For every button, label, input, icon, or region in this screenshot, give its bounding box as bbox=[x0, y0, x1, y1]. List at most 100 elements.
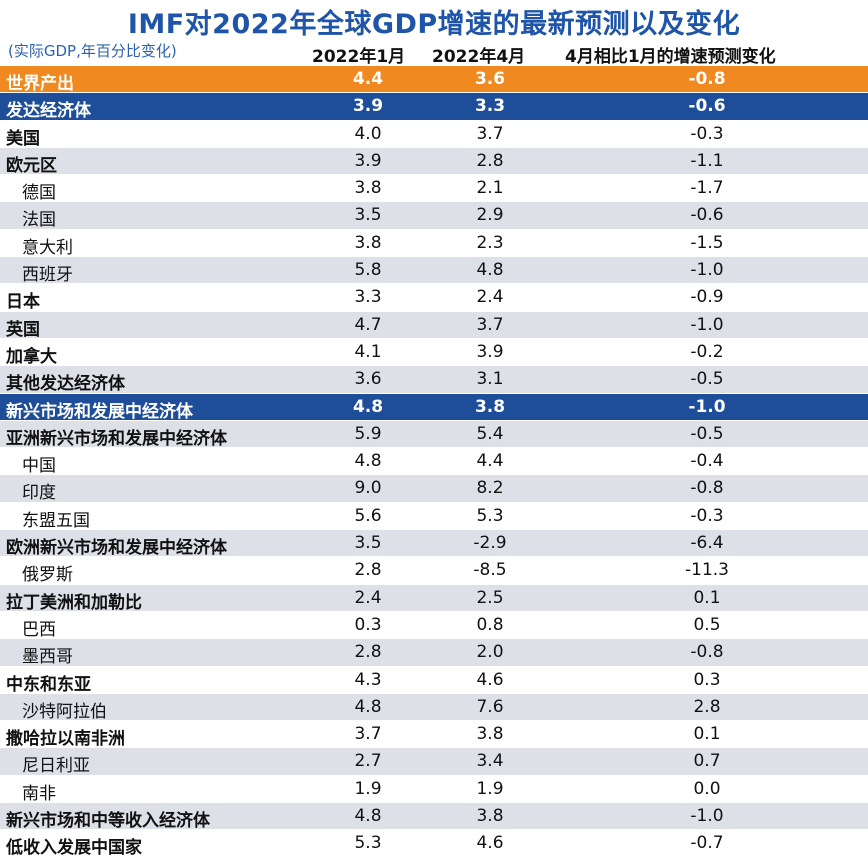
table-row: 撒哈拉以南非洲 3.7 3.8 0.1 bbox=[0, 721, 868, 750]
row-label: 法国 bbox=[22, 210, 56, 231]
row-label: 中国 bbox=[22, 456, 56, 477]
row-label: 意大利 bbox=[22, 237, 73, 258]
value-jan: 4.3 bbox=[354, 669, 382, 690]
row-label: 印度 bbox=[22, 483, 56, 504]
value-change: -6.4 bbox=[690, 533, 724, 554]
value-apr: 4.4 bbox=[476, 451, 504, 472]
table-row: 德国 3.8 2.1 -1.7 bbox=[0, 175, 868, 204]
value-change: -0.3 bbox=[690, 123, 724, 144]
value-jan: 3.5 bbox=[354, 533, 382, 554]
value-change: -0.2 bbox=[690, 341, 724, 362]
table-row: 墨西哥 2.8 2.0 -0.8 bbox=[0, 639, 868, 667]
row-label: 新兴市场和中等收入经济体 bbox=[6, 811, 210, 832]
value-apr: -2.9 bbox=[473, 533, 507, 554]
value-apr: 5.4 bbox=[476, 423, 504, 444]
row-label: 东盟五国 bbox=[22, 510, 90, 531]
row-label: 拉丁美洲和加勒比 bbox=[6, 592, 142, 613]
value-apr: 3.3 bbox=[474, 96, 506, 117]
value-jan: 2.8 bbox=[354, 642, 382, 663]
value-jan: 5.3 bbox=[354, 833, 382, 854]
value-change: -0.9 bbox=[690, 287, 724, 308]
table-row: 西班牙 5.8 4.8 -1.0 bbox=[0, 257, 868, 285]
value-apr: 4.6 bbox=[476, 669, 504, 690]
value-apr: 4.6 bbox=[476, 833, 504, 854]
row-label: 南非 bbox=[22, 783, 56, 804]
column-header-apr: 2022年4月 bbox=[432, 47, 526, 67]
value-jan: 4.7 bbox=[354, 314, 382, 335]
value-change: 0.1 bbox=[693, 587, 721, 608]
value-change: -0.8 bbox=[690, 478, 724, 499]
table-row: 印度 9.0 8.2 -0.8 bbox=[0, 475, 868, 504]
value-change: 0.0 bbox=[693, 778, 721, 799]
row-label: 亚洲新兴市场和发展中经济体 bbox=[6, 428, 227, 449]
value-apr: 3.9 bbox=[476, 341, 504, 362]
row-label: 发达经济体 bbox=[6, 101, 91, 122]
value-jan: 1.9 bbox=[354, 778, 382, 799]
value-change: -1.0 bbox=[690, 314, 724, 335]
value-change: -1.0 bbox=[688, 396, 726, 417]
value-apr: 3.7 bbox=[476, 123, 504, 144]
value-jan: 3.3 bbox=[354, 287, 382, 308]
row-label: 德国 bbox=[22, 183, 56, 204]
table-row: 法国 3.5 2.9 -0.6 bbox=[0, 202, 868, 231]
row-label: 加拿大 bbox=[6, 346, 57, 367]
value-change: -0.8 bbox=[690, 642, 724, 663]
table-row: 日本 3.3 2.4 -0.9 bbox=[0, 284, 868, 313]
value-jan: 2.4 bbox=[354, 587, 382, 608]
value-jan: 5.9 bbox=[354, 423, 382, 444]
value-change: -1.1 bbox=[690, 150, 724, 171]
value-change: 2.8 bbox=[693, 696, 721, 717]
forecast-table-body: 世界产出 4.4 3.6 -0.8 发达经济体 3.9 3.3 -0.6 美国 4.0 3.7 -0.… bbox=[0, 66, 868, 858]
value-change: -0.7 bbox=[690, 833, 724, 854]
value-apr: -8.5 bbox=[473, 560, 507, 581]
row-label: 日本 bbox=[6, 292, 40, 313]
table-row: 新兴市场和中等收入经济体 4.8 3.8 -1.0 bbox=[0, 803, 868, 832]
row-label: 英国 bbox=[6, 319, 40, 340]
row-label: 撒哈拉以南非洲 bbox=[6, 729, 125, 750]
table-row: 欧元区 3.9 2.8 -1.1 bbox=[0, 147, 868, 176]
row-label: 新兴市场和发展中经济体 bbox=[6, 401, 193, 422]
table-row: 东盟五国 5.6 5.3 -0.3 bbox=[0, 503, 868, 531]
value-apr: 3.1 bbox=[476, 369, 504, 390]
table-row: 拉丁美洲和加勒比 2.4 2.5 0.1 bbox=[0, 584, 868, 613]
value-jan: 3.8 bbox=[354, 232, 382, 253]
value-jan: 4.8 bbox=[354, 451, 382, 472]
value-change: -1.7 bbox=[690, 178, 724, 199]
table-row: 欧洲新兴市场和发展中经济体 3.5 -2.9 -6.4 bbox=[0, 530, 868, 558]
page-title: IMF对2022年全球GDP增速的最新预测以及变化 bbox=[127, 9, 741, 40]
table-row: 世界产出 4.4 3.6 -0.8 bbox=[0, 66, 868, 94]
value-change: -1.5 bbox=[690, 232, 724, 253]
value-apr: 2.1 bbox=[476, 178, 504, 199]
table-row: 加拿大 4.1 3.9 -0.2 bbox=[0, 339, 868, 367]
table-row: 其他发达经济体 3.6 3.1 -0.5 bbox=[0, 366, 868, 394]
value-apr: 7.6 bbox=[476, 696, 504, 717]
value-jan: 3.7 bbox=[354, 724, 382, 745]
value-apr: 0.8 bbox=[476, 614, 504, 635]
value-jan: 5.6 bbox=[354, 505, 382, 526]
value-apr: 2.8 bbox=[476, 150, 504, 171]
table-row: 中东和东亚 4.3 4.6 0.3 bbox=[0, 667, 868, 695]
units-subtitle: (实际GDP,年百分比变化) bbox=[8, 42, 177, 60]
table-row: 美国 4.0 3.7 -0.3 bbox=[0, 121, 868, 149]
value-change: 0.7 bbox=[693, 751, 721, 772]
table-row: 沙特阿拉伯 4.8 7.6 2.8 bbox=[0, 693, 868, 722]
value-jan: 5.8 bbox=[354, 260, 382, 281]
value-apr: 3.8 bbox=[476, 806, 504, 827]
value-apr: 2.5 bbox=[476, 587, 504, 608]
value-jan: 3.9 bbox=[352, 96, 384, 117]
row-label: 美国 bbox=[6, 128, 40, 149]
value-jan: 3.6 bbox=[354, 369, 382, 390]
row-label: 沙特阿拉伯 bbox=[22, 701, 107, 722]
value-apr: 2.4 bbox=[476, 287, 504, 308]
value-jan: 9.0 bbox=[354, 478, 382, 499]
table-row: 新兴市场和发展中经济体 4.8 3.8 -1.0 bbox=[0, 393, 868, 422]
value-apr: 1.9 bbox=[476, 778, 504, 799]
table-row: 亚洲新兴市场和发展中经济体 5.9 5.4 -0.5 bbox=[0, 420, 868, 449]
value-change: -0.5 bbox=[690, 369, 724, 390]
value-jan: 3.5 bbox=[354, 205, 382, 226]
value-apr: 3.8 bbox=[474, 396, 506, 417]
value-jan: 2.8 bbox=[354, 560, 382, 581]
value-change: -0.5 bbox=[690, 423, 724, 444]
value-change: 0.5 bbox=[693, 614, 721, 635]
row-label: 世界产出 bbox=[6, 74, 74, 94]
